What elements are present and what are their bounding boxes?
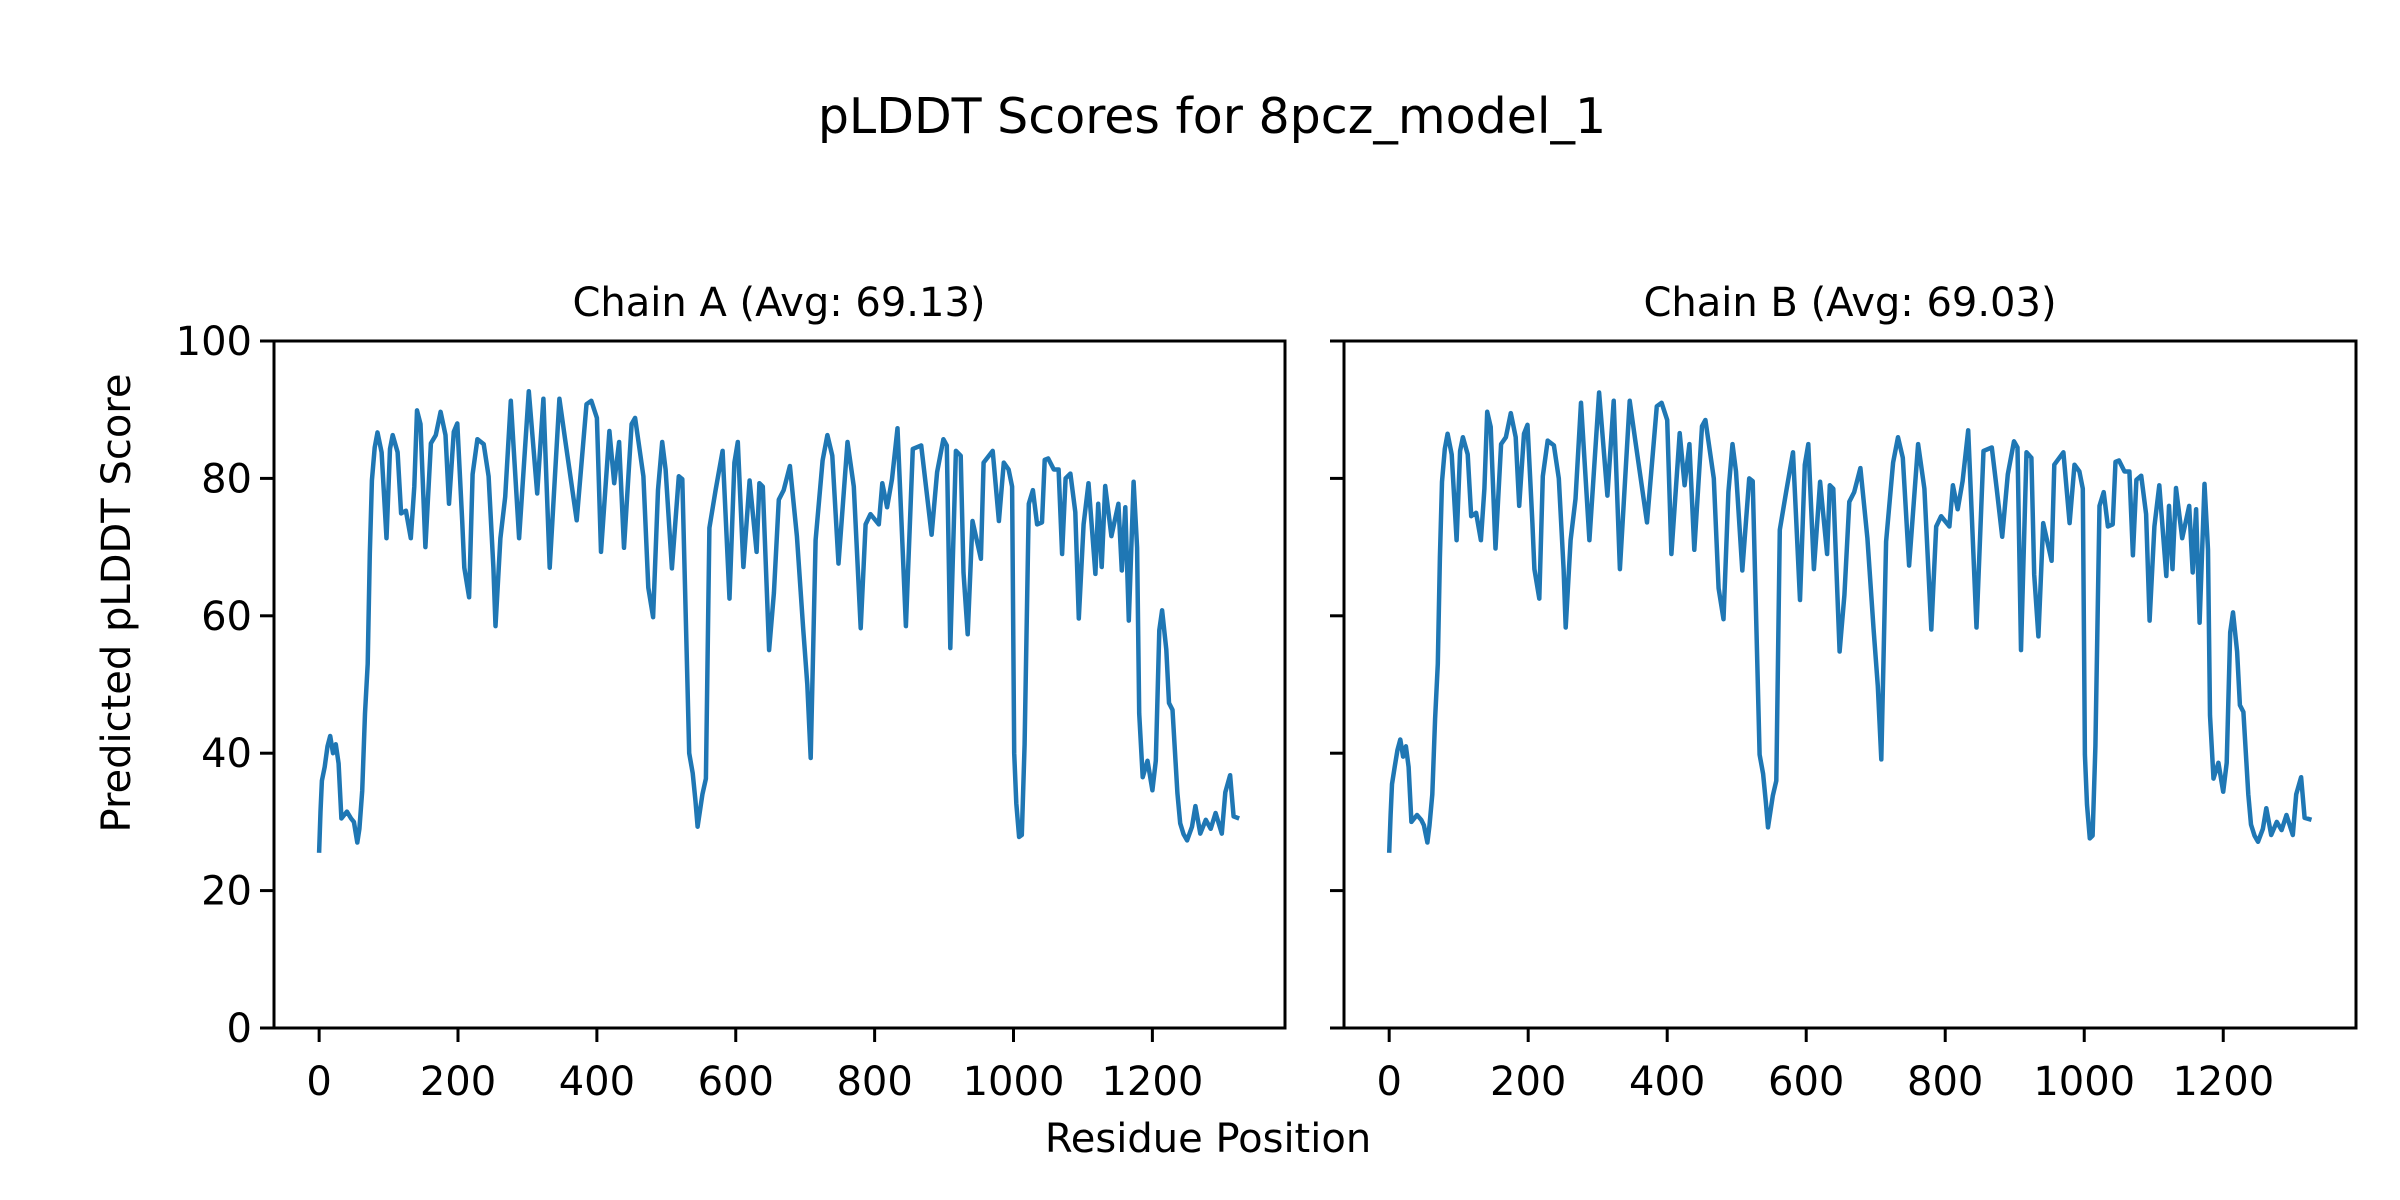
subplot-chain-a: Chain A (Avg: 69.13) 0 20 40 60 80 100 0 200 40… xyxy=(176,280,1287,1105)
x-tick-label: 800 xyxy=(836,1059,912,1105)
figure-title: pLDDT Scores for 8pcz_model_1 xyxy=(818,88,1606,145)
x-axis-label: Residue Position xyxy=(1045,1116,1371,1162)
y-tick-label: 40 xyxy=(201,731,252,777)
y-tick-label: 80 xyxy=(201,456,252,502)
plddt-line-chain-a xyxy=(316,388,1240,853)
subplot-title-chain-a: Chain A (Avg: 69.13) xyxy=(572,280,985,326)
y-tick-label: 20 xyxy=(201,869,252,915)
x-tick-label: 400 xyxy=(559,1059,635,1105)
x-tick-label: 600 xyxy=(698,1059,774,1105)
x-tick-label: 1200 xyxy=(2172,1059,2274,1105)
y-axis-label: Predicted pLDDT Score xyxy=(94,374,140,833)
subplot-title-chain-b: Chain B (Avg: 69.03) xyxy=(1643,280,2056,326)
y-ticks-chain-a: 0 20 40 60 80 100 xyxy=(176,319,274,1052)
x-tick-label: 400 xyxy=(1629,1059,1705,1105)
axes-frame-chain-a xyxy=(272,339,1287,1030)
plddt-line-chain-b xyxy=(1386,390,2313,853)
subplot-chain-b: Chain B (Avg: 69.03) 0 200 400 600 800 1000 12… xyxy=(1330,280,2358,1105)
x-tick-label: 0 xyxy=(306,1059,331,1105)
series-chain-b xyxy=(1386,390,2313,853)
y-tick-label: 100 xyxy=(176,319,252,365)
axes-frame-chain-b xyxy=(1342,339,2358,1030)
x-tick-label: 1000 xyxy=(963,1059,1065,1105)
y-tick-label: 60 xyxy=(201,594,252,640)
x-tick-label: 800 xyxy=(1907,1059,1983,1105)
y-ticks-chain-b xyxy=(1330,339,1344,1030)
x-tick-label: 600 xyxy=(1768,1059,1844,1105)
x-tick-label: 0 xyxy=(1376,1059,1401,1105)
x-tick-label: 1000 xyxy=(2033,1059,2135,1105)
y-tick-label: 0 xyxy=(227,1006,252,1052)
series-chain-a xyxy=(316,388,1240,853)
x-ticks-chain-a: 0 200 400 600 800 1000 1200 xyxy=(306,1028,1203,1105)
x-tick-label: 200 xyxy=(1490,1059,1566,1105)
x-tick-label: 1200 xyxy=(1101,1059,1203,1105)
x-tick-label: 200 xyxy=(420,1059,496,1105)
x-ticks-chain-b: 0 200 400 600 800 1000 1200 xyxy=(1376,1028,2274,1105)
